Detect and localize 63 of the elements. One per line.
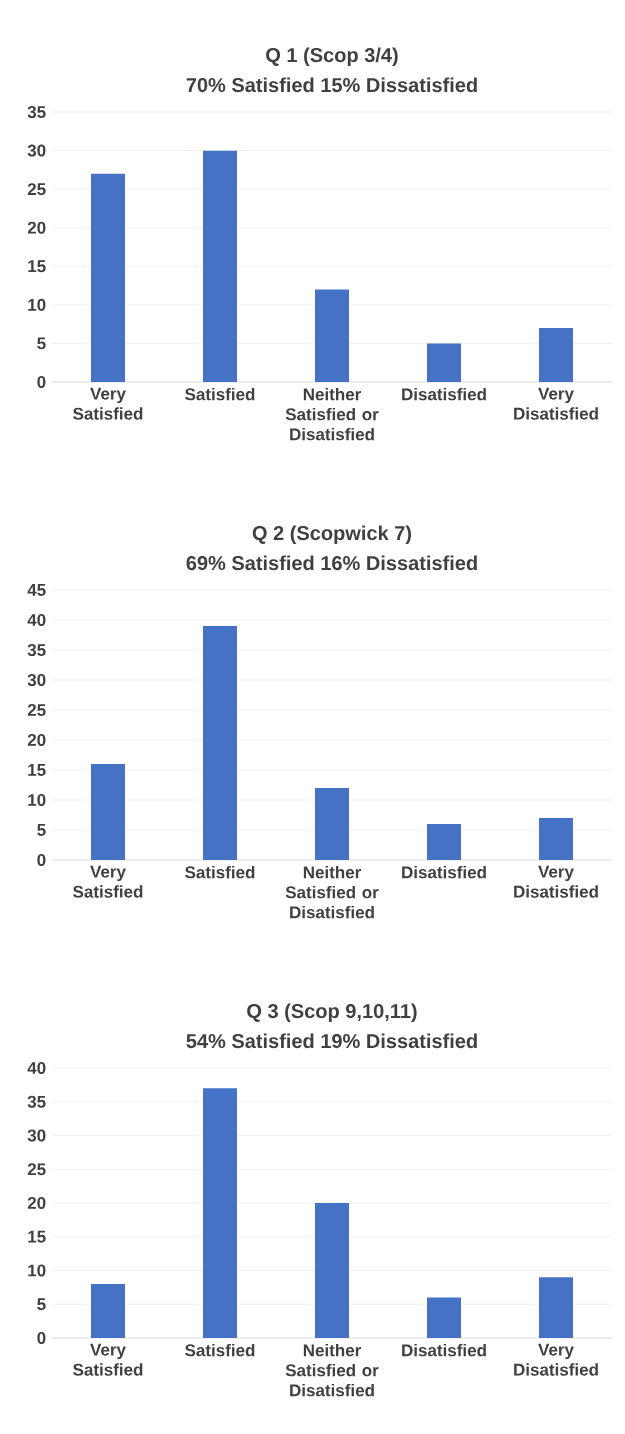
- chart-subtitle: 54% Satisfied 19% Dissatisfied: [186, 1033, 477, 1049]
- y-tick-label: 30: [27, 1129, 46, 1142]
- x-tick-label: Satisfied: [185, 865, 255, 879]
- y-tick-label: 5: [37, 1298, 46, 1311]
- y-tick-label: 35: [27, 1095, 46, 1108]
- bar: [203, 1088, 237, 1339]
- bar: [203, 626, 237, 861]
- chart-subtitle: 70% Satisfied 15% Dissatisfied: [186, 77, 477, 93]
- chart-title: Q 2 (Scopwick 7): [252, 525, 412, 545]
- y-tick-label: 40: [27, 613, 46, 627]
- y-tick-label: 15: [28, 260, 46, 273]
- y-tick-label: 30: [27, 673, 46, 687]
- x-tick-label: Disatisfied: [402, 1343, 486, 1357]
- x-tick-label: Very Disatisfied: [514, 865, 598, 898]
- x-tick-label: Disatisfied: [402, 387, 486, 401]
- y-tick-label: 40: [27, 1061, 46, 1075]
- y-tick-label: 20: [27, 733, 46, 747]
- y-tick-label: 45: [27, 584, 46, 596]
- bar: [539, 818, 573, 861]
- y-tick-label: 30: [27, 144, 46, 157]
- y-tick-label: 15: [28, 1230, 46, 1243]
- bar: [427, 1297, 461, 1339]
- bar: [91, 173, 125, 383]
- y-tick-label: 20: [27, 221, 46, 234]
- bar: [427, 824, 461, 861]
- x-tick-label: Satisfied: [185, 387, 255, 401]
- y-tick-label: 10: [28, 793, 46, 807]
- y-tick-label: 25: [27, 703, 46, 717]
- x-tick-label: Very Disatisfied: [514, 387, 598, 420]
- x-tick-label: Very Disatisfied: [514, 1343, 598, 1376]
- y-tick-label: 10: [28, 298, 46, 311]
- y-tick-label: 15: [28, 764, 46, 776]
- y-tick-label: 35: [27, 643, 46, 657]
- x-tick-label: Very Satisfied: [73, 865, 143, 898]
- x-tick-label: Disatisfied: [402, 865, 486, 879]
- bar: [203, 150, 237, 383]
- y-tick-label: 5: [37, 337, 46, 350]
- bar: [315, 788, 349, 861]
- x-tick-label: Neither Satisfied or Disatisfied: [285, 387, 379, 441]
- y-tick-label: 20: [27, 1196, 46, 1210]
- bar: [427, 343, 461, 383]
- y-tick-label: 35: [27, 105, 46, 119]
- x-tick-label: Neither Satisfied or Disatisfied: [285, 865, 379, 919]
- bar: [91, 764, 125, 861]
- bar: [539, 1277, 573, 1339]
- x-tick-label: Neither Satisfied or Disatisfied: [285, 1343, 379, 1397]
- y-tick-label: 5: [37, 824, 46, 836]
- chart-subtitle: 69% Satisfied 16% Dissatisfied: [186, 555, 477, 571]
- y-tick-label: 0: [37, 375, 46, 389]
- x-tick-label: Very Satisfied: [73, 1343, 143, 1376]
- bar: [539, 328, 573, 383]
- y-tick-label: 10: [28, 1264, 46, 1277]
- y-tick-label: 0: [37, 853, 46, 867]
- bar: [91, 1284, 125, 1339]
- y-tick-label: 25: [27, 1163, 46, 1176]
- bar: [315, 289, 349, 383]
- y-tick-label: 0: [37, 1331, 46, 1345]
- chart-title: Q 3 (Scop 9,10,11): [247, 1003, 417, 1023]
- bar: [315, 1203, 349, 1339]
- x-tick-label: Satisfied: [185, 1343, 255, 1357]
- chart-title: Q 1 (Scop 3/4): [266, 47, 398, 67]
- x-tick-label: Very Satisfied: [73, 387, 143, 420]
- y-tick-label: 25: [27, 183, 46, 196]
